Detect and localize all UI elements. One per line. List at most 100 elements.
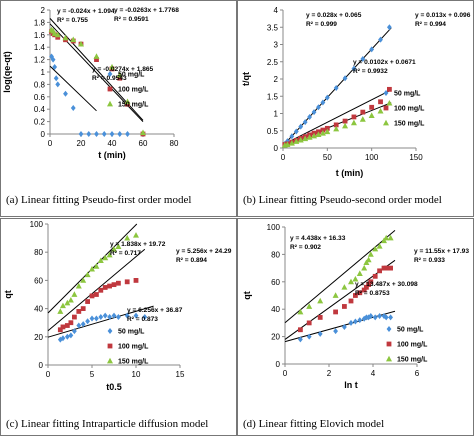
data-point — [378, 36, 383, 43]
data-point — [376, 242, 383, 249]
data-point — [372, 245, 379, 252]
data-point — [102, 285, 108, 290]
data-point — [369, 104, 375, 110]
data-point — [293, 128, 299, 135]
legend-label: 150 mg/L — [394, 121, 425, 128]
y-tick-label: 0 — [276, 360, 281, 369]
data-point — [352, 275, 359, 282]
y-tick-label: 0.8 — [34, 80, 46, 89]
data-point — [78, 40, 84, 47]
legend-marker — [107, 357, 113, 364]
data-point — [368, 112, 375, 118]
y-tick-label: 2.5 — [267, 58, 279, 67]
fit-r-squared: R² = 0.9591 — [114, 16, 149, 23]
x-tick-label: 100 — [365, 153, 379, 162]
fit-line — [47, 248, 146, 332]
data-point — [369, 46, 375, 53]
data-point — [298, 327, 303, 333]
data-point — [62, 34, 69, 41]
legend-marker — [383, 105, 389, 111]
data-point — [68, 320, 74, 326]
data-point — [333, 328, 338, 335]
data-point — [133, 278, 139, 283]
y-tick-label: 0.4 — [34, 105, 46, 114]
fit-r-squared: R² = 0.9932 — [353, 68, 388, 75]
data-point — [306, 333, 312, 340]
fit-equation: y = 0.013x + 0.096 — [415, 12, 471, 19]
fit-line — [284, 229, 396, 324]
data-point — [307, 113, 312, 120]
panel-b-chart: 0 50 100 150 0 0.5 1 1.5 2 2.5 3 3.5 4 t (min) t/qt y =… — [241, 6, 471, 178]
fit-r-squared: R² = 0.894 — [176, 257, 207, 264]
data-point — [111, 282, 117, 288]
data-point — [68, 332, 74, 339]
data-point — [387, 86, 392, 92]
x-axis-label: t (min) — [336, 168, 364, 178]
y-tick-label: 2 — [41, 6, 46, 15]
data-point — [377, 268, 382, 274]
fit-line — [49, 65, 97, 112]
fit-line — [47, 305, 154, 338]
fit-equation: y = -0.024x + 1.094 — [57, 8, 115, 15]
data-point — [341, 284, 348, 290]
data-point — [59, 302, 66, 309]
data-point — [111, 246, 117, 252]
y-tick-label: 80 — [34, 248, 43, 257]
y-tick-label: 100 — [30, 220, 44, 229]
data-point — [387, 234, 394, 241]
data-point — [85, 318, 90, 325]
data-point — [342, 122, 349, 129]
legend-marker — [107, 328, 113, 334]
data-point — [80, 306, 86, 311]
y-tick-label: 0.2 — [34, 118, 46, 127]
data-point — [76, 322, 82, 329]
data-point — [324, 125, 330, 131]
data-point — [350, 119, 357, 126]
data-point — [357, 317, 363, 324]
fit-r-squared: R² = 0.873 — [127, 316, 158, 323]
data-point — [317, 297, 324, 304]
panel-d-caption: (d) Linear fitting Elovich model — [243, 418, 384, 430]
fit-r-squared: R² = 0.902 — [290, 244, 321, 251]
fit-equation: y = 6.256x + 36.87 — [127, 307, 183, 314]
data-point — [109, 63, 115, 70]
fit-r-squared: R² = 0.994 — [415, 21, 446, 28]
data-point — [302, 119, 308, 126]
data-point — [320, 99, 326, 106]
data-point — [353, 318, 358, 325]
data-point — [94, 315, 99, 322]
y-tick-label: 40 — [34, 305, 43, 314]
legend-label: 100 mg/L — [118, 87, 149, 94]
data-point — [367, 251, 374, 257]
data-point — [72, 314, 77, 320]
legend-label: 50 mg/L — [118, 72, 145, 79]
data-point — [80, 321, 86, 328]
fit-equation: y = 0.0102x + 0.0671 — [353, 59, 416, 66]
data-point — [306, 320, 312, 326]
x-tick-label: 15 — [176, 370, 185, 379]
data-point — [70, 104, 76, 111]
y-tick-label: 0 — [274, 144, 279, 153]
panel-b-caption: (b) Linear fitting Pseudo-second order m… — [243, 194, 442, 206]
data-point — [52, 64, 58, 71]
data-point — [342, 118, 348, 124]
data-point — [98, 314, 104, 321]
x-tick-label: 0 — [281, 153, 286, 162]
data-point — [342, 324, 347, 331]
data-point — [365, 256, 372, 263]
fit-line — [284, 259, 396, 340]
data-point — [106, 251, 113, 258]
data-point — [368, 313, 374, 320]
data-point — [89, 315, 95, 322]
y-tick-label: 1 — [274, 110, 279, 119]
y-tick-label: 1 — [41, 68, 46, 77]
data-point — [116, 314, 121, 321]
data-point — [348, 298, 354, 304]
data-point — [133, 232, 139, 238]
y-tick-label: 20 — [271, 333, 280, 342]
data-point — [383, 265, 389, 271]
data-point — [317, 315, 323, 320]
y-axis-label: qt — [242, 291, 252, 300]
